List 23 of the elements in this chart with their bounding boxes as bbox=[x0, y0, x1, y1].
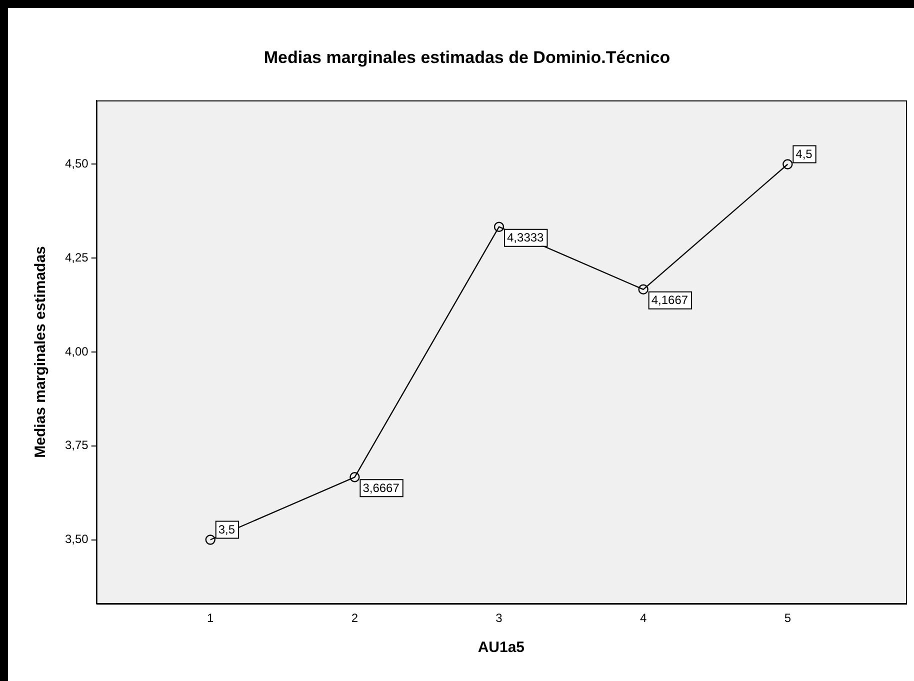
data-label: 4,5 bbox=[796, 147, 813, 162]
point bbox=[494, 222, 504, 232]
y-tick-label: 4,00 bbox=[64, 344, 89, 358]
y-tick-label: 4,50 bbox=[64, 156, 89, 171]
data-label: 4,1667 bbox=[651, 293, 688, 308]
point bbox=[782, 159, 793, 170]
chart-title: Medias marginales estimadas de Dominio.Técnico bbox=[264, 48, 670, 67]
x-tick-label: 3 bbox=[496, 611, 503, 626]
x-axis-title: AU1a5 bbox=[478, 639, 525, 656]
x-tick-label: 1 bbox=[207, 611, 214, 626]
data-label: 3,5 bbox=[218, 522, 236, 537]
y-axis-title: Medias marginales estimadas bbox=[32, 246, 50, 458]
point bbox=[638, 284, 648, 294]
data-label: 3,6667 bbox=[362, 480, 400, 495]
y-tick-label: 3,75 bbox=[64, 438, 89, 452]
x-tick-label: 2 bbox=[351, 611, 358, 626]
point bbox=[205, 534, 216, 545]
data-label: 4,3333 bbox=[507, 230, 544, 245]
point bbox=[350, 472, 360, 482]
x-tick-label: 5 bbox=[784, 611, 792, 626]
y-tick-label: 3,50 bbox=[64, 532, 89, 546]
y-tick-label: 4,25 bbox=[64, 250, 89, 264]
x-tick-label: 4 bbox=[640, 611, 647, 626]
